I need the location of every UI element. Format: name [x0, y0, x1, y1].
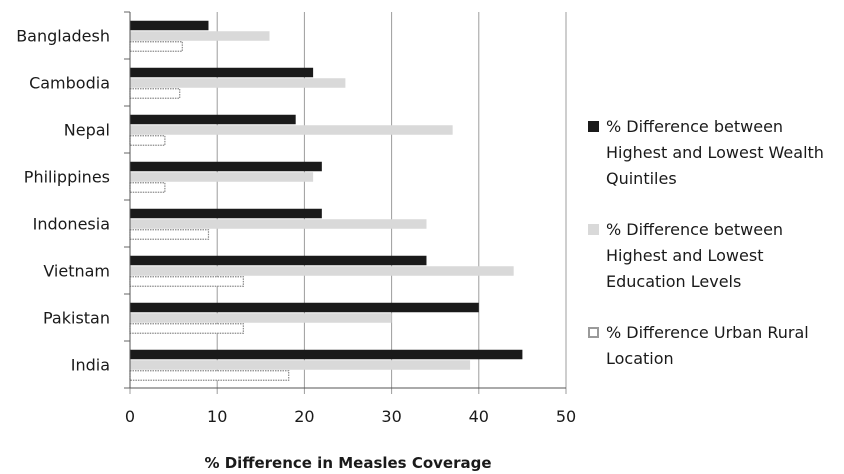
legend-swatch-education — [588, 224, 599, 235]
legend-swatch-wealth — [588, 121, 599, 132]
category-label-bangladesh: Bangladesh — [16, 27, 110, 46]
x-tick-label-40: 40 — [469, 407, 489, 426]
bar-bangladesh-series-0 — [130, 20, 209, 31]
bar-bangladesh-series-2 — [129, 41, 183, 52]
x-tick-label-50: 50 — [556, 407, 576, 426]
bar-philippines-series-1 — [130, 172, 314, 182]
legend-label-wealth: % Difference between Highest and Lowest … — [606, 117, 824, 188]
bar-cambodia-series-0 — [130, 67, 314, 78]
bar-india-series-1 — [130, 360, 471, 370]
bar-cambodia-series-1 — [130, 78, 346, 88]
bar-india-series-2 — [129, 370, 290, 381]
bar-pakistan-series-0 — [130, 302, 479, 313]
bar-bangladesh-series-1 — [130, 31, 270, 41]
category-label-cambodia: Cambodia — [29, 74, 110, 93]
bar-philippines-series-0 — [130, 161, 322, 172]
bar-india-series-0 — [130, 349, 523, 360]
bar-vietnam-series-2 — [129, 276, 244, 287]
x-axis-label: % Difference in Measles Coverage — [204, 454, 492, 472]
bar-vietnam-series-1 — [130, 266, 514, 276]
category-label-vietnam: Vietnam — [43, 262, 110, 281]
legend: % Difference between Highest and Lowest … — [588, 0, 844, 474]
legend-label-education: % Difference between Highest and Lowest … — [606, 220, 784, 291]
bar-pakistan-series-2 — [129, 323, 244, 334]
x-tick-label-20: 20 — [294, 407, 314, 426]
category-label-nepal: Nepal — [64, 121, 110, 140]
bar-vietnam-series-0 — [130, 255, 427, 266]
category-label-pakistan: Pakistan — [43, 309, 110, 328]
legend-item-education: % Difference between Highest and Lowest … — [588, 217, 844, 295]
bar-nepal-series-1 — [130, 125, 453, 135]
bar-indonesia-series-1 — [130, 219, 427, 229]
x-tick-label-10: 10 — [207, 407, 227, 426]
category-label-philippines: Philippines — [24, 168, 110, 187]
category-label-indonesia: Indonesia — [33, 215, 110, 234]
category-label-india: India — [71, 356, 110, 375]
legend-swatch-urban-rural — [588, 327, 599, 338]
bar-cambodia-series-2 — [129, 88, 181, 99]
legend-label-urban-rural: % Difference Urban Rural Location — [606, 323, 809, 368]
x-tick-label-30: 30 — [381, 407, 401, 426]
x-tick-label-0: 0 — [125, 407, 135, 426]
bar-nepal-series-2 — [129, 135, 166, 146]
bar-pakistan-series-1 — [130, 313, 392, 323]
bar-indonesia-series-2 — [129, 229, 210, 240]
bar-nepal-series-0 — [130, 114, 296, 125]
bar-philippines-series-2 — [129, 182, 166, 193]
bar-indonesia-series-0 — [130, 208, 322, 219]
legend-item-urban-rural: % Difference Urban Rural Location — [588, 320, 844, 372]
legend-item-wealth: % Difference between Highest and Lowest … — [588, 114, 844, 192]
